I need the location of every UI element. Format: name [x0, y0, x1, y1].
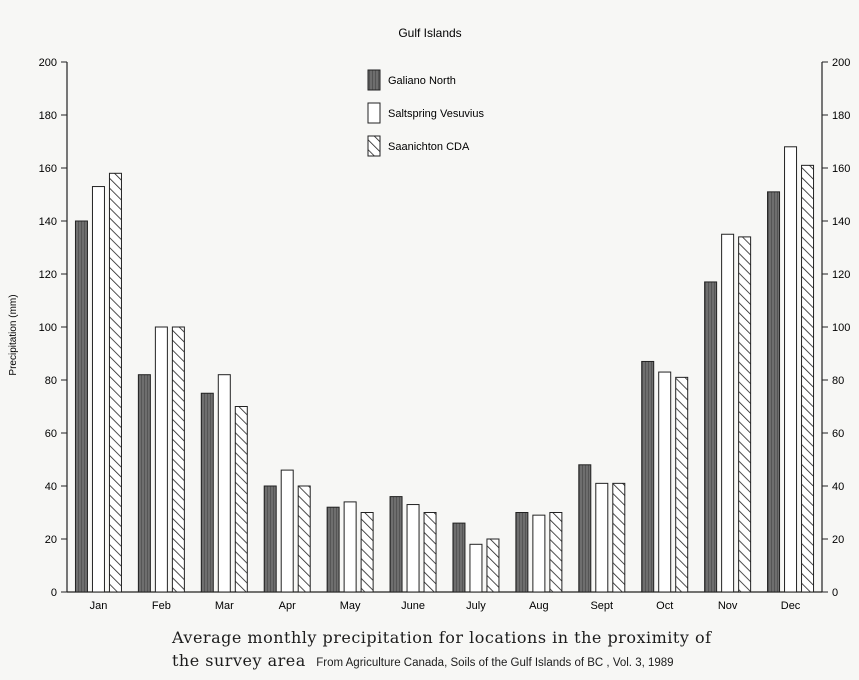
caption-line-1: Average monthly precipitation for locati… — [172, 628, 712, 647]
bar — [612, 482, 626, 593]
bar — [486, 538, 500, 593]
bar — [532, 514, 546, 593]
y-tick-label-left: 0 — [51, 587, 57, 599]
bar — [200, 392, 214, 593]
bar — [91, 186, 105, 593]
bar — [280, 469, 294, 593]
caption-line-2-text: the survey area — [172, 651, 306, 670]
bar — [469, 543, 483, 593]
legend-label: Saltspring Vesuvius — [388, 108, 484, 120]
bar — [549, 512, 563, 593]
x-tick-label: July — [466, 600, 486, 612]
y-tick-label-right: 60 — [832, 428, 844, 440]
bar — [234, 406, 248, 593]
figure-caption: Average monthly precipitation for locati… — [172, 626, 852, 675]
precipitation-chart: Gulf Islands Precipitation (mm) 0 0 20 20 40… — [8, 26, 851, 612]
y-tick-label-left: 120 — [39, 269, 57, 281]
bar — [217, 374, 231, 593]
legend-label: Saanichton CDA — [388, 141, 470, 153]
bar — [406, 504, 420, 593]
x-tick-label: Apr — [279, 600, 296, 612]
caption-line-2: the survey area From Agriculture Canada,… — [172, 649, 852, 675]
y-tick-label-right: 100 — [832, 322, 850, 334]
x-tick-label: Aug — [529, 600, 549, 612]
bar — [704, 281, 718, 593]
y-tick-label-right: 0 — [832, 587, 838, 599]
y-tick-label-left: 160 — [39, 163, 57, 175]
legend-swatch — [367, 69, 381, 91]
bar — [784, 146, 798, 593]
y-tick-label-right: 200 — [832, 57, 850, 69]
caption-source: From Agriculture Canada, Soils of the Gu… — [316, 657, 674, 669]
bar — [108, 172, 122, 593]
x-tick-label: Feb — [152, 600, 171, 612]
bar — [171, 326, 185, 593]
bar — [738, 236, 752, 593]
y-tick-label-right: 160 — [832, 163, 850, 175]
bar — [74, 220, 88, 593]
x-tick-label: Nov — [718, 600, 738, 612]
bar — [326, 506, 340, 593]
y-tick-label-left: 80 — [45, 375, 57, 387]
bars-group — [74, 146, 815, 593]
y-tick-label-right: 80 — [832, 375, 844, 387]
y-tick-label-left: 180 — [39, 110, 57, 122]
bar — [343, 501, 357, 593]
bar — [360, 512, 374, 593]
x-tick-label: Oct — [656, 600, 673, 612]
bar — [423, 512, 437, 593]
y-tick-label-right: 140 — [832, 216, 850, 228]
bar — [675, 376, 689, 593]
x-tick-label: Sept — [590, 600, 613, 612]
bar — [767, 191, 781, 593]
bar — [595, 482, 609, 593]
bar — [137, 374, 151, 593]
y-tick-label-right: 40 — [832, 481, 844, 493]
y-tick-label-right: 20 — [832, 534, 844, 546]
bar — [721, 233, 735, 593]
y-tick-label-left: 20 — [45, 534, 57, 546]
y-tick-label-right: 120 — [832, 269, 850, 281]
bar — [801, 164, 815, 593]
y-tick-label-left: 40 — [45, 481, 57, 493]
bar — [154, 326, 168, 593]
y-tick-label-left: 60 — [45, 428, 57, 440]
bar — [389, 496, 403, 593]
x-tick-label: Dec — [781, 600, 801, 612]
y-tick-label-left: 200 — [39, 57, 57, 69]
x-tick-label: Jan — [90, 600, 108, 612]
legend: Galiano North Saltspring Vesuvius Saanicht… — [367, 69, 484, 157]
x-tick-label: June — [401, 600, 425, 612]
legend-swatch — [367, 102, 381, 124]
x-tick-label: Mar — [215, 600, 234, 612]
bar — [641, 360, 655, 593]
axes: 0 0 20 20 40 40 60 60 80 80 100 100 120 120 140 140 160 1… — [39, 57, 851, 612]
bar — [658, 371, 672, 593]
y-tick-label-right: 180 — [832, 110, 850, 122]
bar — [452, 522, 466, 593]
bar — [578, 464, 592, 593]
bar — [515, 512, 529, 593]
bar — [263, 485, 277, 593]
y-axis-label: Precipitation (mm) — [8, 294, 19, 375]
bar — [297, 485, 311, 593]
y-tick-label-left: 140 — [39, 216, 57, 228]
x-tick-label: May — [340, 600, 361, 612]
y-tick-label-left: 100 — [39, 322, 57, 334]
legend-label: Galiano North — [388, 75, 456, 87]
chart-title: Gulf Islands — [398, 26, 461, 40]
legend-swatch — [367, 135, 381, 157]
